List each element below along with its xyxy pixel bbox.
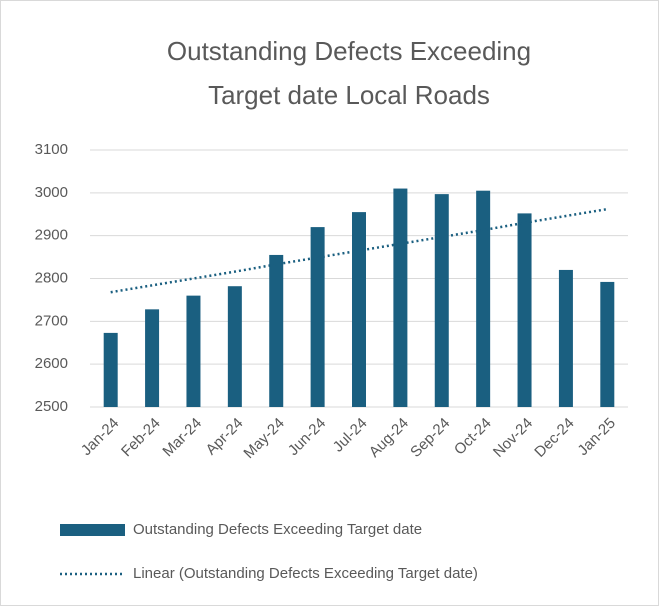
chart-title: Target date Local Roads (208, 80, 490, 110)
bar (310, 227, 325, 407)
legend-label: Outstanding Defects Exceeding Target dat… (133, 521, 422, 538)
y-tick-label: 2700 (35, 312, 68, 329)
y-tick-label: 2500 (35, 398, 68, 415)
bar (476, 190, 491, 407)
legend-swatch (60, 524, 125, 536)
bar (227, 286, 242, 407)
bar (352, 212, 366, 407)
y-tick-label: 2900 (35, 227, 68, 244)
y-tick-label: 2600 (35, 355, 68, 372)
trendline (110, 207, 608, 294)
bar (186, 295, 201, 407)
bar (103, 332, 118, 407)
legend-label: Linear (Outstanding Defects Exceeding Ta… (133, 565, 478, 582)
bar (393, 188, 408, 407)
y-tick-label: 2800 (35, 269, 68, 286)
bar (517, 213, 532, 407)
bar (558, 269, 573, 407)
bar (269, 254, 284, 407)
bar (145, 309, 160, 407)
y-tick-label: 3100 (35, 141, 68, 158)
bar (434, 194, 449, 407)
chart-title: Outstanding Defects Exceeding (167, 36, 531, 66)
y-tick-label: 3000 (35, 184, 68, 201)
bar (600, 281, 615, 407)
